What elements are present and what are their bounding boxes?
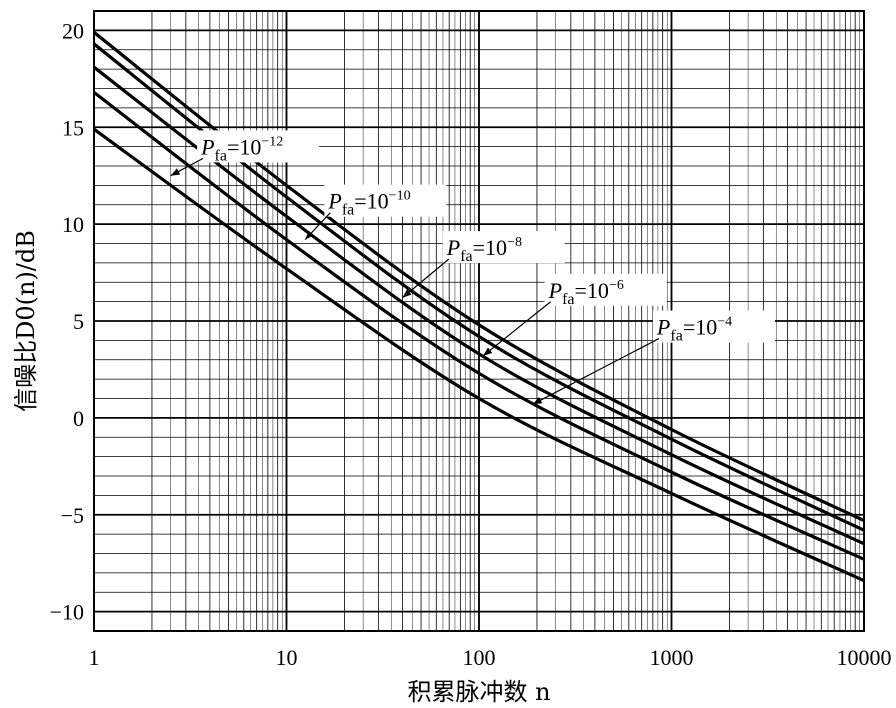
annotation-arrowhead xyxy=(305,230,314,240)
annotation-arrowhead xyxy=(170,168,181,176)
annotation-label: Pfa=10−8 xyxy=(446,235,522,265)
pfa-annotation: Pfa=10−12 xyxy=(170,130,320,177)
series-line xyxy=(93,91,865,561)
y-axis-label: 信噪比D0(n)/dB xyxy=(12,230,40,412)
x-tick-labels: 1 10 100 1000 10000 xyxy=(89,645,892,670)
y-tick-label: −5 xyxy=(61,503,84,528)
pfa-annotation: Pfa=10−8 xyxy=(402,231,565,299)
series-line xyxy=(93,127,865,583)
annotation-arrow xyxy=(532,338,660,405)
annotation-label: Pfa=10−10 xyxy=(327,189,410,219)
y-tick-label: 10 xyxy=(62,212,84,237)
annotation-background xyxy=(197,130,320,163)
series-line xyxy=(93,31,865,523)
annotation-arrow xyxy=(482,301,552,357)
y-tick-label: 0 xyxy=(73,406,84,431)
annotation-background xyxy=(652,310,775,343)
x-tick-label: 1000 xyxy=(650,645,694,670)
annotations: Pfa=10−12 Pfa=10−10 Pfa=10−8 Pfa=10−6 Pfa=10… xyxy=(170,130,775,405)
y-tick-label: −10 xyxy=(50,600,84,625)
x-tick-label: 1 xyxy=(89,645,100,670)
x-axis-label: 积累脉冲数 n xyxy=(407,678,550,706)
x-tick-label: 10 xyxy=(276,645,298,670)
annotation-arrowhead xyxy=(532,397,543,405)
annotation-arrow xyxy=(402,258,450,299)
pfa-annotation: Pfa=10−4 xyxy=(532,310,775,405)
annotation-label: Pfa=10−4 xyxy=(656,315,732,345)
x-tick-label: 10000 xyxy=(837,645,892,670)
pfa-annotation: Pfa=10−10 xyxy=(304,184,447,241)
y-tick-label: 20 xyxy=(62,18,84,43)
pfa-annotation: Pfa=10−6 xyxy=(482,273,667,357)
annotation-background xyxy=(324,184,447,217)
y-tick-label: 5 xyxy=(73,309,84,334)
plot-frame xyxy=(93,10,865,632)
annotation-background xyxy=(544,273,667,306)
annotation-background xyxy=(442,231,565,264)
y-tick-label: 15 xyxy=(62,115,84,140)
annotation-arrowhead xyxy=(483,347,493,356)
annotation-arrowhead xyxy=(402,289,412,298)
x-tick-label: 100 xyxy=(463,645,496,670)
y-tick-labels: 20 15 10 5 0 −5 −10 xyxy=(50,18,84,624)
annotation-label: Pfa=10−6 xyxy=(548,278,624,308)
annotation-label: Pfa=10−12 xyxy=(200,134,283,164)
